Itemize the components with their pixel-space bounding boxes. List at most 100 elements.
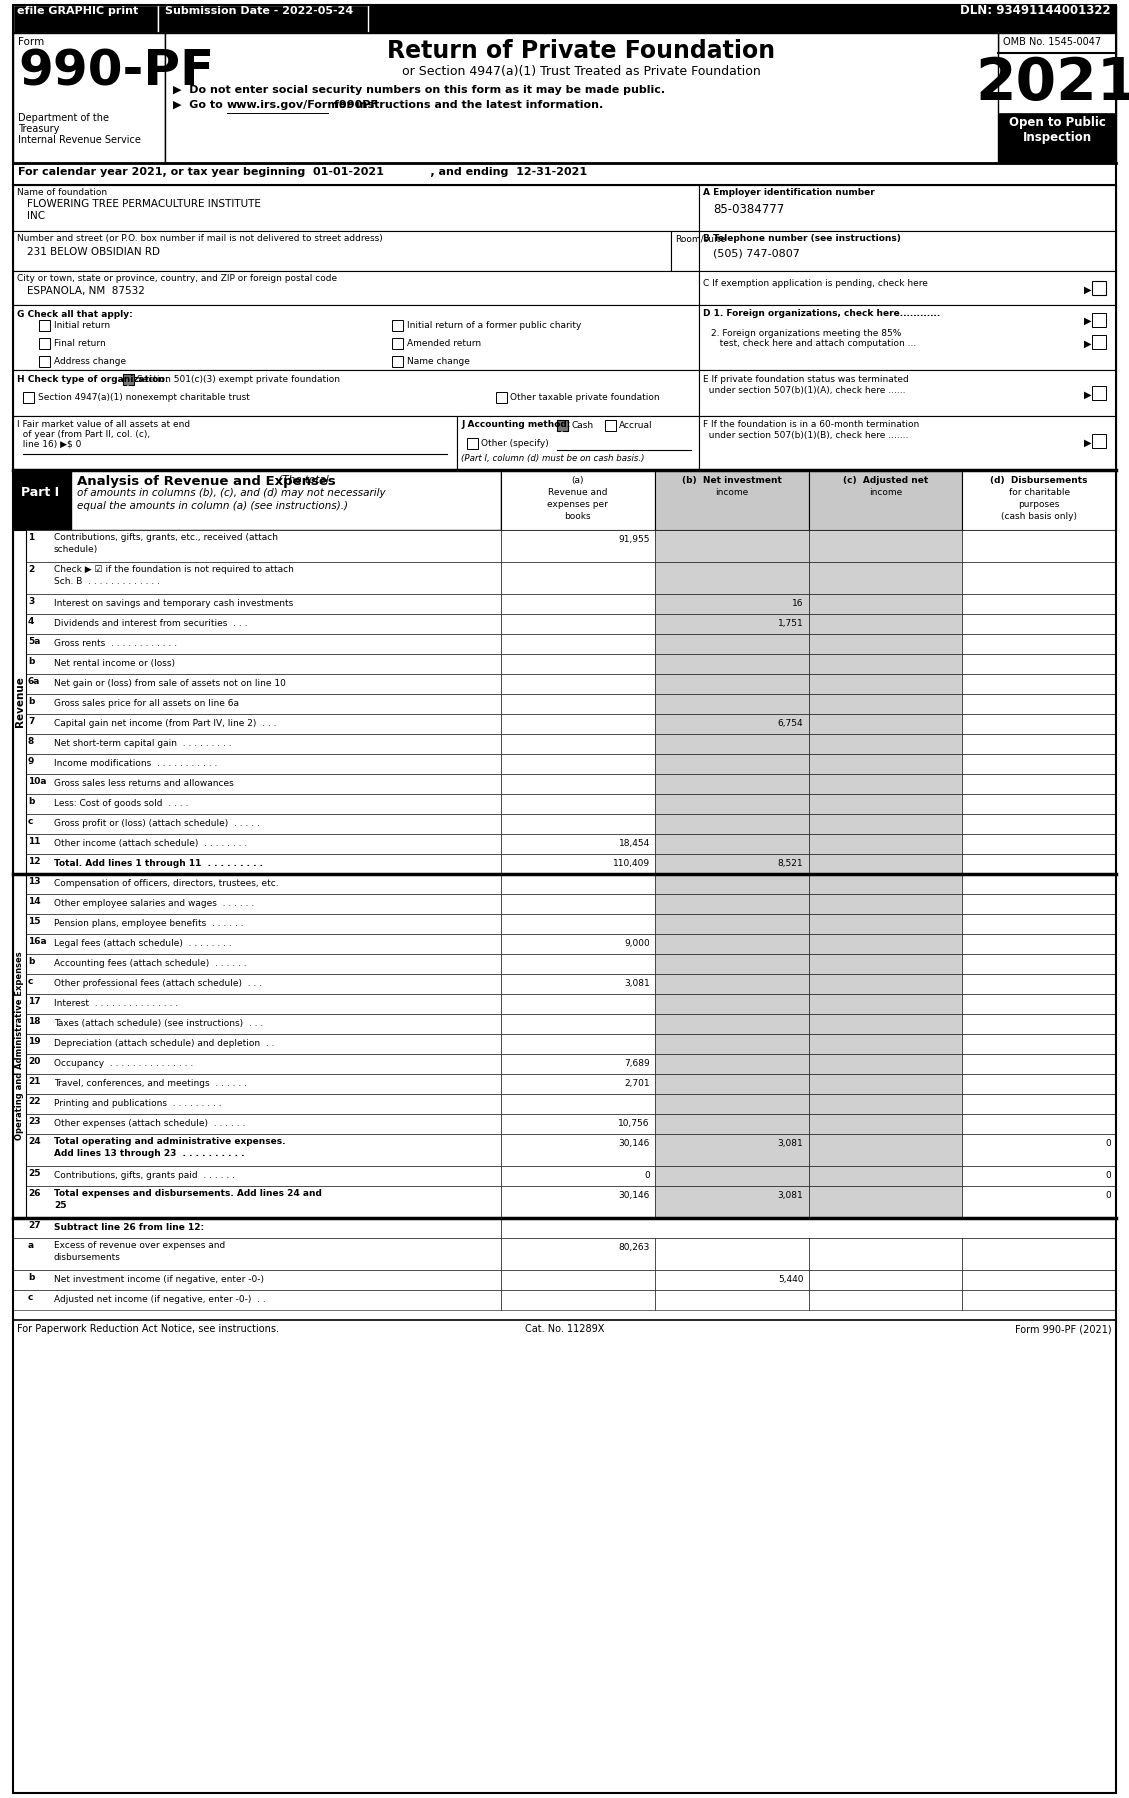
Text: b: b: [28, 797, 34, 806]
Text: of year (from Part II, col. (c),: of year (from Part II, col. (c),: [17, 430, 150, 439]
Bar: [501, 933, 655, 955]
Bar: [808, 894, 962, 913]
Text: c: c: [28, 1293, 34, 1302]
Bar: [14, 1269, 501, 1289]
Text: 0: 0: [1105, 1170, 1111, 1179]
Text: Net short-term capital gain  . . . . . . . . .: Net short-term capital gain . . . . . . …: [54, 739, 231, 748]
Text: Contributions, gifts, grants, etc., received (attach: Contributions, gifts, grants, etc., rece…: [54, 532, 278, 541]
Text: 0: 0: [1105, 1190, 1111, 1199]
Text: (c)  Adjusted net: (c) Adjusted net: [842, 476, 928, 485]
Bar: [14, 1239, 501, 1269]
Text: b: b: [28, 1273, 34, 1282]
Bar: [699, 370, 1115, 415]
Text: ▶: ▶: [1084, 316, 1092, 325]
Text: Interest on savings and temporary cash investments: Interest on savings and temporary cash i…: [54, 599, 294, 608]
Text: Final return: Final return: [54, 340, 106, 349]
Text: Revenue: Revenue: [15, 676, 25, 728]
Bar: [962, 834, 1115, 854]
Bar: [501, 530, 655, 563]
Bar: [962, 694, 1115, 714]
Text: 17: 17: [28, 998, 41, 1007]
Text: 3,081: 3,081: [778, 1190, 804, 1199]
Bar: [808, 874, 962, 894]
Text: Total operating and administrative expenses.: Total operating and administrative expen…: [54, 1136, 286, 1145]
Bar: [962, 1115, 1115, 1135]
Bar: [962, 1187, 1115, 1217]
Bar: [655, 773, 808, 795]
Bar: [808, 814, 962, 834]
Text: Number and street (or P.O. box number if mail is not delivered to street address: Number and street (or P.O. box number if…: [17, 234, 383, 243]
Text: 4: 4: [28, 617, 34, 626]
Bar: [655, 1269, 808, 1289]
Bar: [808, 1289, 962, 1311]
Bar: [808, 1269, 962, 1289]
Bar: [655, 714, 808, 734]
Bar: [501, 874, 655, 894]
Bar: [655, 654, 808, 674]
Text: 91,955: 91,955: [619, 536, 650, 545]
Bar: [808, 530, 962, 563]
Text: 20: 20: [28, 1057, 41, 1066]
Text: Other income (attach schedule)  . . . . . . . .: Other income (attach schedule) . . . . .…: [54, 840, 247, 849]
Bar: [14, 1135, 501, 1165]
Bar: [808, 1187, 962, 1217]
Bar: [808, 975, 962, 994]
Text: Amended return: Amended return: [406, 340, 481, 349]
Text: 24: 24: [28, 1136, 41, 1145]
Text: F If the foundation is in a 60-month termination: F If the foundation is in a 60-month ter…: [703, 421, 919, 430]
Bar: [14, 32, 165, 164]
Bar: [808, 994, 962, 1014]
Bar: [71, 469, 501, 530]
Bar: [808, 1165, 962, 1187]
Bar: [962, 1073, 1115, 1093]
Text: Treasury: Treasury: [18, 124, 60, 135]
Text: B Telephone number (see instructions): B Telephone number (see instructions): [703, 234, 901, 243]
Text: 80,263: 80,263: [619, 1242, 650, 1251]
Bar: [655, 694, 808, 714]
Text: 2: 2: [28, 565, 34, 574]
Bar: [501, 1073, 655, 1093]
Bar: [14, 635, 501, 654]
Bar: [14, 854, 501, 874]
Text: 16a: 16a: [28, 937, 46, 946]
Bar: [699, 415, 1115, 469]
Text: c: c: [28, 816, 34, 825]
Text: 1,751: 1,751: [778, 619, 804, 628]
Text: 3: 3: [28, 597, 34, 606]
Bar: [962, 1269, 1115, 1289]
Bar: [14, 1093, 501, 1115]
Text: H Check type of organization:: H Check type of organization:: [17, 376, 168, 385]
Bar: [14, 32, 1115, 164]
Text: Part I: Part I: [21, 485, 59, 500]
Text: schedule): schedule): [54, 545, 98, 554]
Bar: [808, 955, 962, 975]
Bar: [808, 714, 962, 734]
Text: 13: 13: [28, 877, 41, 886]
Bar: [655, 814, 808, 834]
Bar: [699, 185, 1115, 230]
Bar: [808, 753, 962, 773]
Bar: [808, 854, 962, 874]
Bar: [962, 1239, 1115, 1269]
Text: Open to Public
Inspection: Open to Public Inspection: [1008, 117, 1105, 144]
Text: b: b: [28, 656, 34, 665]
Text: Net gain or (loss) from sale of assets not on line 10: Net gain or (loss) from sale of assets n…: [54, 680, 286, 689]
Text: Travel, conferences, and meetings  . . . . . .: Travel, conferences, and meetings . . . …: [54, 1079, 247, 1088]
Text: Other employee salaries and wages  . . . . . .: Other employee salaries and wages . . . …: [54, 899, 254, 908]
Text: (b)  Net investment: (b) Net investment: [682, 476, 781, 485]
Text: (cash basis only): (cash basis only): [1001, 512, 1077, 521]
Bar: [158, 5, 368, 32]
Text: line 16) ▶$ 0: line 16) ▶$ 0: [17, 441, 81, 450]
Text: Other taxable private foundation: Other taxable private foundation: [510, 394, 659, 403]
Text: 0: 0: [644, 1170, 650, 1179]
Text: Revenue and: Revenue and: [548, 487, 607, 496]
Text: Dividends and interest from securities  . . .: Dividends and interest from securities .…: [54, 619, 247, 628]
Bar: [655, 1054, 808, 1073]
Text: 85-0384777: 85-0384777: [714, 203, 785, 216]
Text: 30,146: 30,146: [619, 1190, 650, 1199]
Text: Pension plans, employee benefits  . . . . . .: Pension plans, employee benefits . . . .…: [54, 919, 244, 928]
Text: of amounts in columns (b), (c), and (d) may not necessarily: of amounts in columns (b), (c), and (d) …: [77, 487, 386, 498]
Bar: [962, 674, 1115, 694]
Text: Adjusted net income (if negative, enter -0-)  . .: Adjusted net income (if negative, enter …: [54, 1295, 265, 1304]
Text: Add lines 13 through 23  . . . . . . . . . .: Add lines 13 through 23 . . . . . . . . …: [54, 1149, 245, 1158]
